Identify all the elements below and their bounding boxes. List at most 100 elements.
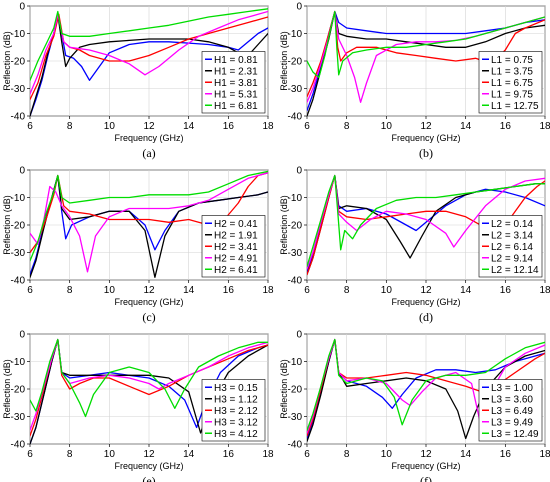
series-line	[30, 170, 268, 262]
series-line	[30, 172, 268, 273]
series-line	[30, 13, 268, 101]
panel-label: (b)	[419, 146, 433, 160]
y-tick-label: -40	[288, 440, 303, 451]
x-tick-label: 18	[539, 121, 550, 132]
series-line	[307, 338, 545, 431]
panel-label: (c)	[142, 310, 155, 324]
legend-entry: H2 = 0.41	[214, 219, 258, 230]
series-line	[30, 8, 268, 81]
x-tick-label: 6	[27, 449, 33, 460]
chart-panel: 6 8 10 12 14 16 18 0 -10 -20 -30 -40 Frequency (GHz)…	[2, 2, 274, 161]
chart-panel: 6 8 10 12 14 16 18 0 -10 -20 -30 -40 Frequency (GHz)…	[279, 166, 550, 325]
x-tick-label: 8	[67, 121, 73, 132]
x-tick-label: 14	[460, 285, 472, 296]
legend-entry: L2 = 3.14	[491, 230, 533, 241]
x-tick-label: 16	[223, 449, 235, 460]
x-tick-label: 12	[420, 285, 432, 296]
x-tick-label: 12	[143, 285, 155, 296]
x-tick-label: 16	[500, 449, 512, 460]
y-axis-title: Reflection (dB)	[279, 359, 289, 419]
series-line	[307, 10, 545, 79]
x-tick-label: 14	[460, 449, 472, 460]
legend-entry: L1 = 0.75	[491, 55, 533, 66]
x-tick-label: 6	[304, 285, 310, 296]
x-tick-label: 16	[223, 285, 235, 296]
x-axis-title: Frequency (GHz)	[114, 461, 183, 471]
legend-entry: L2 = 6.14	[491, 242, 533, 253]
y-tick-label: -30	[11, 412, 26, 423]
legend-entry: H1 = 2.31	[214, 66, 258, 77]
x-tick-label: 18	[262, 121, 274, 132]
legend-entry: H2 = 1.91	[214, 230, 258, 241]
y-tick-label: 0	[296, 2, 302, 13]
y-tick-label: -10	[11, 29, 26, 40]
x-axis-title: Frequency (GHz)	[391, 133, 460, 143]
y-tick-label: 0	[19, 330, 25, 341]
x-tick-label: 6	[27, 121, 33, 132]
legend-entry: L2 = 9.14	[491, 253, 533, 264]
x-tick-label: 8	[344, 121, 350, 132]
y-tick-label: -30	[11, 248, 26, 259]
legend-entry: H2 = 3.41	[214, 242, 258, 253]
x-tick-label: 8	[67, 285, 73, 296]
legend-box	[478, 51, 543, 114]
x-tick-label: 10	[381, 285, 393, 296]
legend-entry: H1 = 0.81	[214, 55, 258, 66]
legend-box	[478, 215, 543, 278]
panel-label: (f)	[420, 474, 432, 482]
series-line	[30, 338, 268, 431]
x-tick-label: 16	[223, 121, 235, 132]
y-tick-label: -40	[288, 276, 303, 287]
y-tick-label: -30	[11, 84, 26, 95]
y-tick-label: -40	[288, 112, 303, 123]
y-tick-label: 0	[296, 166, 302, 177]
legend-entry: L3 = 9.49	[491, 417, 533, 428]
chart-panel: 6 8 10 12 14 16 18 0 -10 -20 -30 -40 Frequency (GHz)…	[279, 2, 550, 161]
legend-entry: L3 = 12.49	[491, 429, 539, 440]
x-tick-label: 12	[143, 449, 155, 460]
x-tick-label: 6	[304, 121, 310, 132]
legend-entry: H1 = 3.81	[214, 78, 258, 89]
y-tick-label: -30	[288, 412, 303, 423]
x-tick-label: 14	[460, 121, 472, 132]
legend-entry: H3 = 0.15	[214, 383, 258, 394]
x-tick-label: 14	[183, 449, 195, 460]
legend-entry: L3 = 3.60	[491, 394, 533, 405]
y-tick-label: -10	[288, 193, 303, 204]
x-axis-title: Frequency (GHz)	[391, 297, 460, 307]
panel-label: (d)	[419, 310, 433, 324]
series-line	[307, 174, 545, 270]
x-tick-label: 8	[67, 449, 73, 460]
y-tick-label: -20	[288, 57, 303, 68]
x-tick-label: 14	[183, 121, 195, 132]
x-tick-label: 12	[420, 449, 432, 460]
y-tick-label: -20	[11, 57, 26, 68]
legend-entry: L2 = 0.14	[491, 219, 533, 230]
x-tick-label: 10	[104, 449, 116, 460]
y-axis-title: Reflection (dB)	[2, 359, 12, 419]
x-tick-label: 10	[104, 285, 116, 296]
x-tick-label: 8	[344, 285, 350, 296]
y-tick-label: -40	[11, 440, 26, 451]
legend-entry: H3 = 4.12	[214, 429, 258, 440]
legend-box	[201, 215, 266, 278]
series-line	[30, 10, 268, 95]
y-tick-label: 0	[19, 166, 25, 177]
y-axis-title: Reflection (dB)	[279, 195, 289, 255]
y-tick-label: 0	[296, 330, 302, 341]
x-tick-label: 18	[262, 449, 274, 460]
x-tick-label: 18	[539, 449, 550, 460]
legend-entry: H3 = 1.12	[214, 394, 258, 405]
x-tick-label: 12	[143, 121, 155, 132]
y-tick-label: -40	[11, 112, 26, 123]
legend-entry: H2 = 6.41	[214, 265, 258, 276]
y-tick-label: -10	[11, 193, 26, 204]
x-axis-title: Frequency (GHz)	[114, 297, 183, 307]
panel-label: (a)	[142, 146, 155, 160]
